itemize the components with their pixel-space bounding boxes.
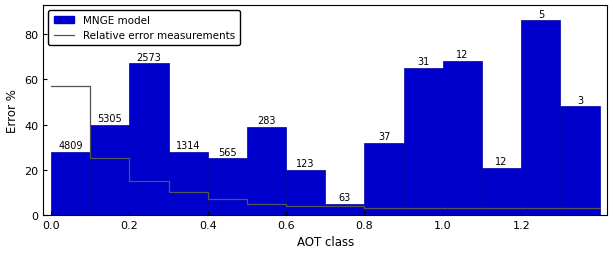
- Text: 2573: 2573: [137, 52, 161, 62]
- X-axis label: AOT class: AOT class: [297, 235, 354, 248]
- Bar: [208, 159, 247, 215]
- Y-axis label: Error %: Error %: [6, 88, 18, 132]
- Text: 3: 3: [577, 95, 583, 105]
- Text: 12: 12: [456, 50, 468, 60]
- Bar: [521, 21, 560, 215]
- Text: 12: 12: [495, 156, 508, 166]
- Text: 283: 283: [257, 116, 276, 125]
- Text: 565: 565: [218, 147, 237, 157]
- Text: 5: 5: [538, 10, 544, 20]
- Text: 37: 37: [378, 131, 390, 141]
- Text: 5305: 5305: [97, 113, 122, 123]
- Bar: [129, 64, 169, 215]
- Bar: [365, 143, 403, 215]
- Text: 1314: 1314: [176, 140, 200, 150]
- Bar: [169, 152, 208, 215]
- Bar: [443, 62, 482, 215]
- Bar: [560, 107, 600, 215]
- Bar: [51, 152, 90, 215]
- Bar: [247, 127, 286, 215]
- Bar: [403, 69, 443, 215]
- Legend: MNGE model, Relative error measurements: MNGE model, Relative error measurements: [48, 11, 240, 46]
- Text: 31: 31: [417, 57, 429, 67]
- Bar: [482, 168, 521, 215]
- Bar: [286, 170, 326, 215]
- Text: 123: 123: [297, 158, 315, 168]
- Text: 63: 63: [339, 192, 351, 202]
- Bar: [326, 204, 365, 215]
- Text: 4809: 4809: [58, 140, 83, 150]
- Bar: [90, 125, 129, 215]
